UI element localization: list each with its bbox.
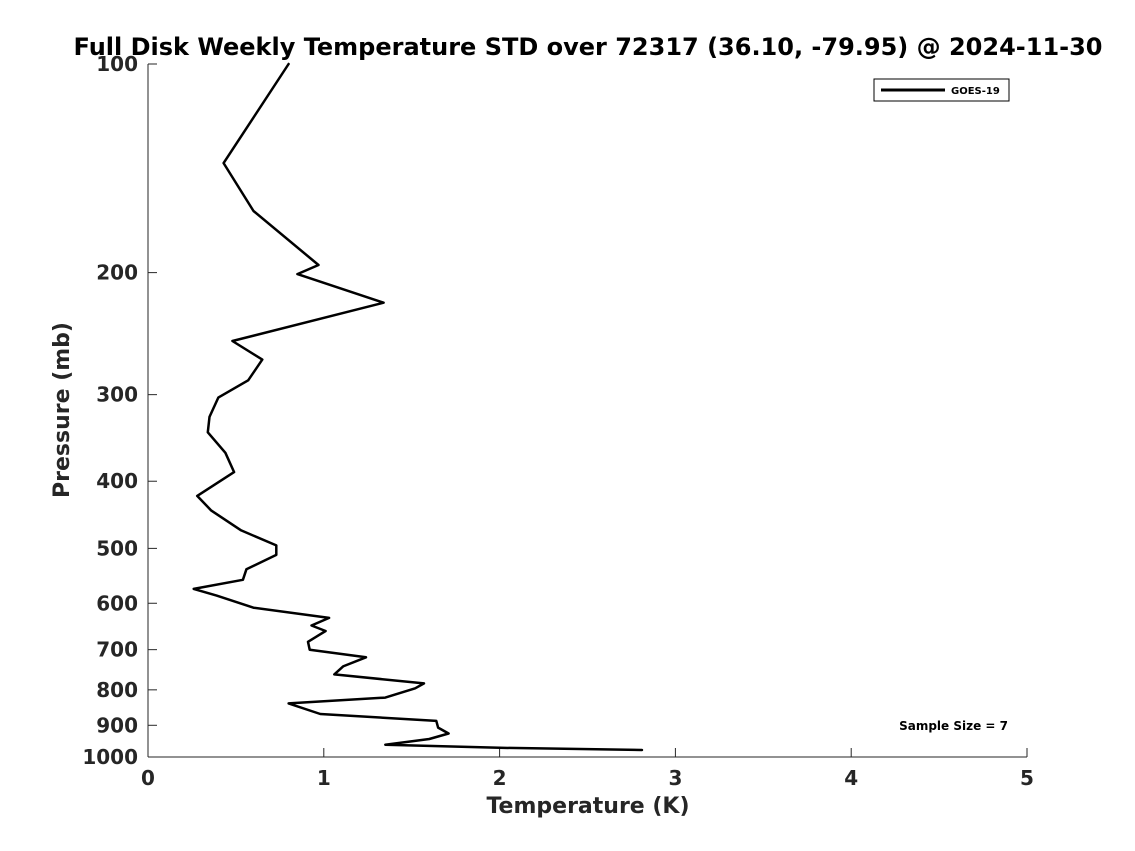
x-tick-label: 4 (844, 766, 858, 790)
sample-size-annotation: Sample Size = 7 (899, 719, 1008, 733)
legend-label-goes-19: GOES-19 (951, 86, 1000, 97)
y-tick-label: 800 (96, 678, 138, 702)
y-tick-label: 600 (96, 591, 138, 615)
legend: GOES-19 (873, 78, 1010, 102)
x-tick-label: 2 (493, 766, 507, 790)
x-tick-label: 3 (668, 766, 682, 790)
y-tick-label: 700 (96, 638, 138, 662)
x-tick-label: 0 (141, 766, 155, 790)
x-axis-label: Temperature (K) (486, 794, 689, 819)
y-tick-label: 500 (96, 536, 138, 560)
x-tick-label: 1 (317, 766, 331, 790)
x-tick-label: 5 (1020, 766, 1034, 790)
y-tick-label: 100 (96, 52, 138, 76)
y-tick-label: 400 (96, 469, 138, 493)
y-tick-label: 200 (96, 261, 138, 285)
x-ticks: 0 1 2 3 4 5 (141, 748, 1034, 790)
y-tick-label: 900 (96, 713, 138, 737)
series-layer (192, 62, 644, 752)
y-tick-label: 300 (96, 383, 138, 407)
chart-title: Full Disk Weekly Temperature STD over 72… (74, 33, 1103, 61)
y-ticks: 100 200 300 400 500 600 700 800 900 1000 (82, 52, 157, 769)
y-axis-label: Pressure (mb) (50, 322, 75, 498)
y-tick-label: 1000 (82, 745, 138, 769)
series-line-goes-19 (192, 62, 644, 752)
